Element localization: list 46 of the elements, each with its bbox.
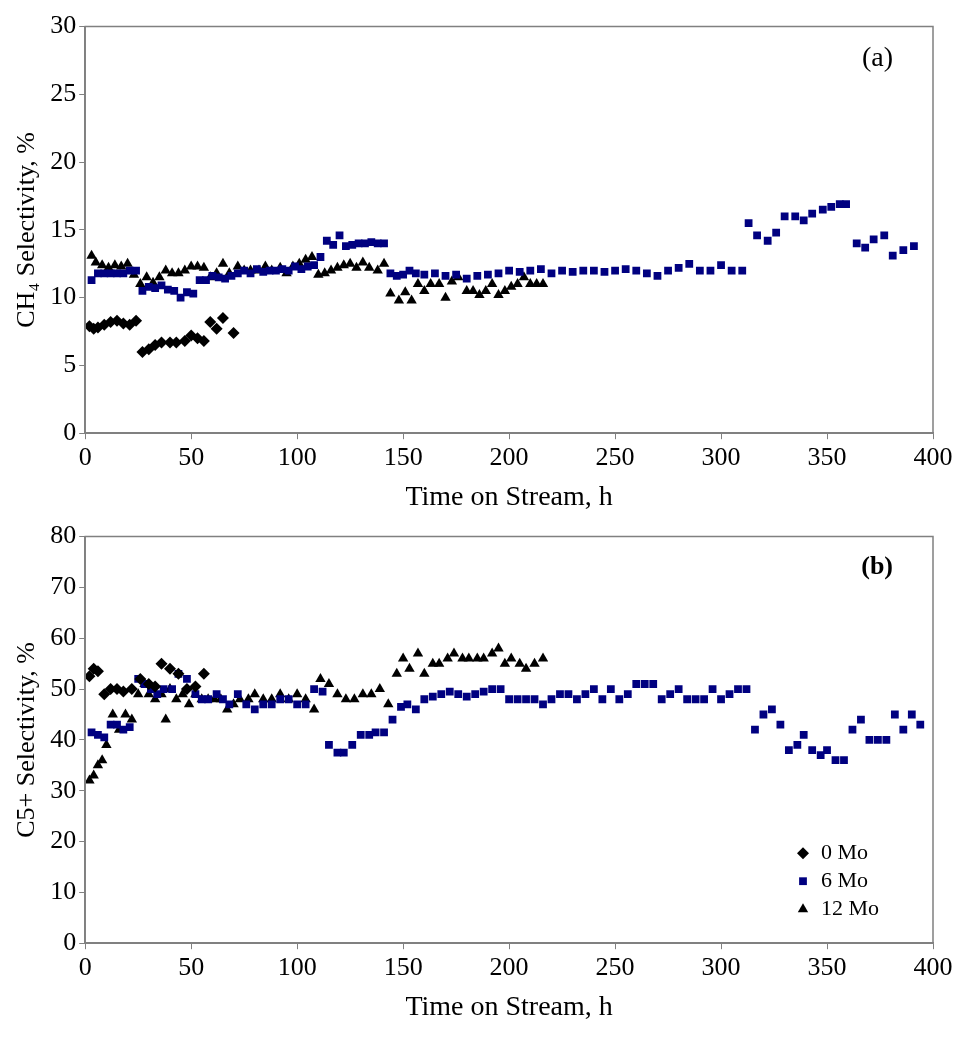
y-tick-label: 10 <box>50 281 77 311</box>
x-tick-label: 400 <box>913 441 953 471</box>
y-axis-title: C5+ Selectivity, % <box>11 642 41 838</box>
y-axis-title: CH₄ Selectivity, % <box>11 131 41 328</box>
x-tick-label: 250 <box>595 951 635 981</box>
x-tick-label: 50 <box>178 951 205 981</box>
y-tick-label: 15 <box>50 213 77 243</box>
point <box>130 314 143 327</box>
point <box>227 326 240 339</box>
y-tick-label: 0 <box>63 417 77 447</box>
x-tick-label: 300 <box>701 441 741 471</box>
legend-label: 6 Mo <box>821 866 869 892</box>
x-tick-label: 250 <box>595 441 635 471</box>
y-tick-label: 10 <box>50 876 77 906</box>
y-tick-label: 30 <box>50 10 77 40</box>
legend-label: 12 Mo <box>821 894 880 920</box>
y-tick-label: 0 <box>63 927 77 957</box>
x-tick-label: 50 <box>178 441 205 471</box>
annotation: (b) <box>861 551 893 581</box>
y-tick-label: 80 <box>50 520 77 550</box>
x-axis-title: Time on Stream, h <box>405 989 613 1021</box>
y-tick-label: 70 <box>50 571 77 601</box>
y-tick-label: 30 <box>50 774 77 804</box>
point <box>210 322 223 335</box>
x-tick-label: 200 <box>489 951 529 981</box>
x-tick-label: 150 <box>383 951 423 981</box>
x-tick-label: 200 <box>489 441 529 471</box>
x-tick-label: 100 <box>277 951 317 981</box>
y-tick-label: 25 <box>50 78 77 108</box>
y-tick-label: 20 <box>50 825 77 855</box>
x-tick-label: 350 <box>807 441 847 471</box>
x-tick-label: 300 <box>701 951 741 981</box>
y-tick-label: 60 <box>50 622 77 652</box>
y-tick-label: 20 <box>50 145 77 175</box>
legend-label: 0 Mo <box>821 838 869 864</box>
point <box>216 312 229 324</box>
x-tick-label: 350 <box>807 951 847 981</box>
y-tick-label: 50 <box>50 672 77 702</box>
annotation: (a) <box>861 40 893 72</box>
y-tick-label: 40 <box>50 723 77 753</box>
x-tick-label: 400 <box>913 951 953 981</box>
x-axis-title: Time on Stream, h <box>405 479 613 511</box>
y-tick-label: 5 <box>63 349 77 379</box>
x-tick-label: 100 <box>277 441 317 471</box>
x-tick-label: 150 <box>383 441 423 471</box>
point <box>204 316 217 329</box>
